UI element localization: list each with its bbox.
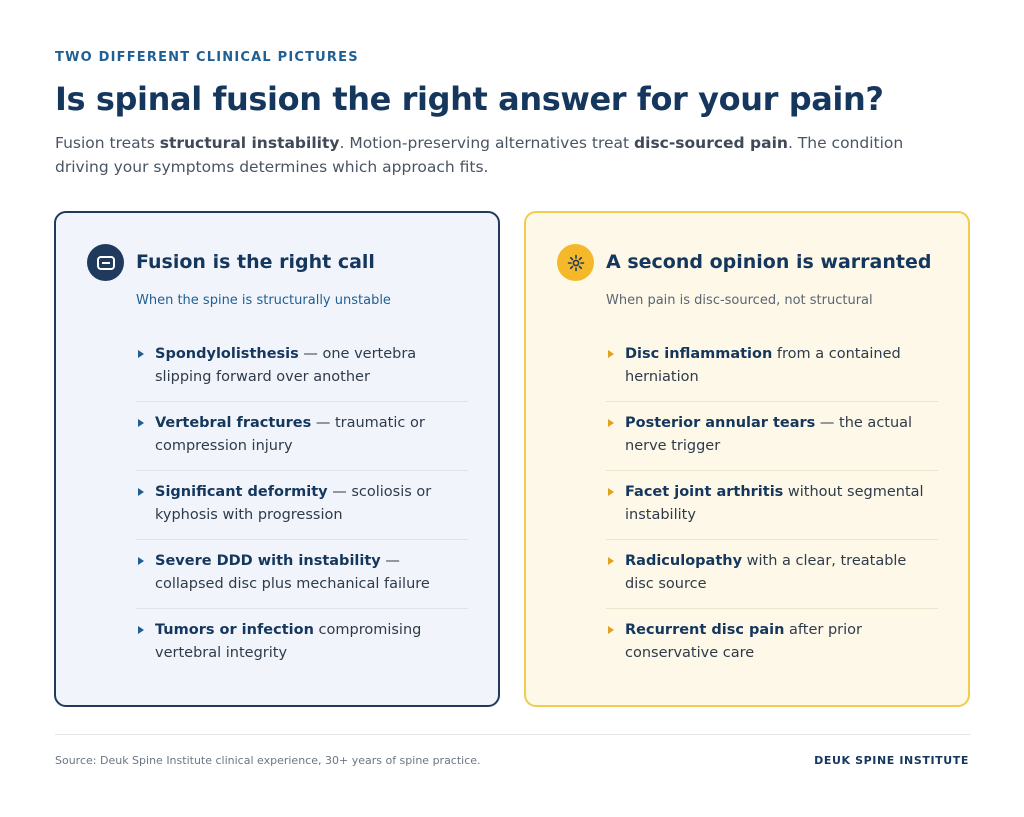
lede-text-3: . The condition driving your symptoms de…: [55, 134, 904, 176]
item-text: from a contained herniation: [625, 346, 901, 385]
list-item: Radiculopathy with a clear, treatable di…: [606, 540, 938, 609]
sun-icon: [557, 244, 594, 281]
lede: Fusion treats structural instability. Mo…: [55, 131, 955, 179]
item-key: Significant deformity: [155, 484, 328, 500]
list-item: Significant deformity — scoliosis or kyp…: [136, 471, 468, 540]
item-text: — one vertebra slipping forward over ano…: [155, 346, 417, 385]
item-key: Vertebral fractures: [155, 415, 312, 431]
list-item: Disc inflammation from a contained herni…: [606, 333, 938, 402]
list-item: Facet joint arthritis without segmental …: [606, 471, 938, 540]
item-text: — scoliosis or kyphosis with progression: [155, 484, 432, 523]
item-key: Recurrent disc pain: [625, 622, 785, 638]
triangle-right-icon: [138, 626, 144, 634]
source-note: Source: Deuk Spine Institute clinical ex…: [55, 754, 481, 767]
item-key: Posterior annular tears: [625, 415, 816, 431]
second-opinion-card-title: A second opinion is warranted: [606, 251, 932, 273]
list-icon: [87, 244, 124, 281]
list-item: Severe DDD with instability — collapsed …: [136, 540, 468, 609]
item-key: Severe DDD with instability: [155, 553, 381, 569]
brand-mark: DEUK SPINE INSTITUTE: [814, 754, 969, 767]
item-key: Facet joint arthritis: [625, 484, 784, 500]
triangle-right-icon: [138, 419, 144, 427]
item-key: Radiculopathy: [625, 553, 743, 569]
fusion-card-subtitle: When the spine is structurally unstable: [136, 293, 391, 308]
triangle-right-icon: [608, 419, 614, 427]
item-key: Disc inflammation: [625, 346, 773, 362]
triangle-right-icon: [138, 350, 144, 358]
second-opinion-list: Disc inflammation from a contained herni…: [606, 333, 938, 678]
item-text: after prior conservative care: [625, 622, 862, 661]
triangle-right-icon: [608, 557, 614, 565]
list-item: Vertebral fractures — traumatic or compr…: [136, 402, 468, 471]
triangle-right-icon: [608, 626, 614, 634]
triangle-right-icon: [138, 488, 144, 496]
eyebrow: TWO DIFFERENT CLINICAL PICTURES: [55, 50, 359, 65]
list-item: Recurrent disc pain after prior conserva…: [606, 609, 938, 678]
list-item: Posterior annular tears — the actual ner…: [606, 402, 938, 471]
fusion-list: Spondylolisthesis — one vertebra slippin…: [136, 333, 468, 678]
item-text: — collapsed disc plus mechanical failure: [155, 553, 430, 592]
triangle-right-icon: [138, 557, 144, 565]
item-text: — the actual nerve trigger: [625, 415, 913, 454]
triangle-right-icon: [608, 350, 614, 358]
list-item: Spondylolisthesis — one vertebra slippin…: [136, 333, 468, 402]
item-text: — traumatic or compression injury: [155, 415, 425, 454]
item-key: Tumors or infection: [155, 622, 314, 638]
item-key: Spondylolisthesis: [155, 346, 299, 362]
footer-divider: [55, 734, 970, 735]
lede-text-2: . Motion-preserving alternatives treat: [339, 134, 635, 152]
item-text: compromising vertebral integrity: [155, 622, 422, 661]
second-opinion-card: A second opinion is warranted When pain …: [524, 211, 970, 707]
lede-bold-2: disc-sourced pain: [634, 134, 788, 152]
lede-text-1: Fusion treats: [55, 134, 160, 152]
second-opinion-card-subtitle: When pain is disc-sourced, not structura…: [606, 293, 873, 308]
lede-bold-1: structural instability: [159, 134, 340, 152]
item-text: with a clear, treatable disc source: [625, 553, 907, 592]
fusion-card-title: Fusion is the right call: [136, 251, 375, 273]
fusion-card: Fusion is the right call When the spine …: [54, 211, 500, 707]
list-item: Tumors or infection compromising vertebr…: [136, 609, 468, 678]
page-title: Is spinal fusion the right answer for yo…: [55, 80, 884, 118]
triangle-right-icon: [608, 488, 614, 496]
item-text: without segmental instability: [625, 484, 924, 523]
